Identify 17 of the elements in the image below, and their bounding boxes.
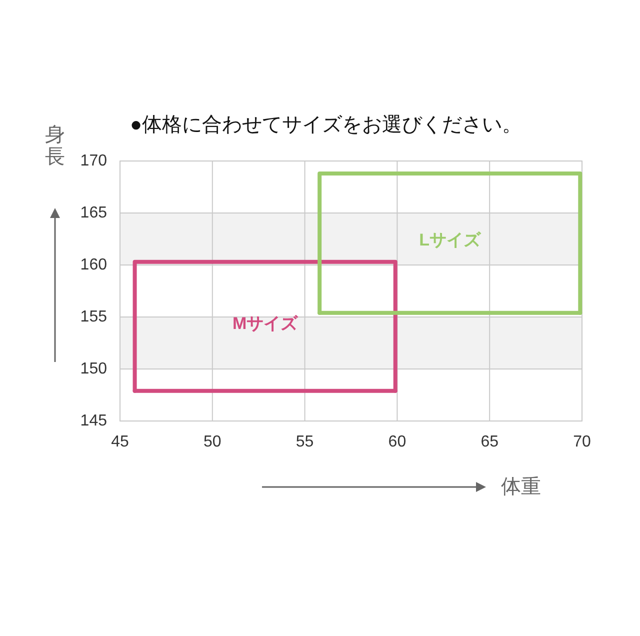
y-axis-title: 身長 — [45, 124, 65, 168]
x-tick-label: 50 — [204, 434, 222, 450]
x-tick-label: 65 — [480, 434, 499, 450]
y-tick-label: 160 — [80, 256, 108, 274]
x-axis-title: 体重 — [501, 476, 541, 498]
text: Mサイズ — [232, 314, 299, 333]
y-tick-label: 155 — [80, 308, 108, 326]
x-tick-label: 55 — [296, 434, 314, 450]
x-tick-label: 45 — [111, 434, 129, 450]
chart-title: ●体格に合わせてサイズをお選びください。 — [130, 114, 522, 136]
text: Lサイズ — [419, 230, 482, 250]
y-tick-label: 145 — [80, 412, 108, 430]
y-tick-label: 165 — [80, 204, 108, 222]
y-tick-label: 170 — [80, 152, 108, 170]
x-tick-label: 70 — [573, 434, 591, 450]
y-tick-label: 150 — [80, 360, 108, 378]
x-tick-label: 60 — [388, 434, 406, 450]
